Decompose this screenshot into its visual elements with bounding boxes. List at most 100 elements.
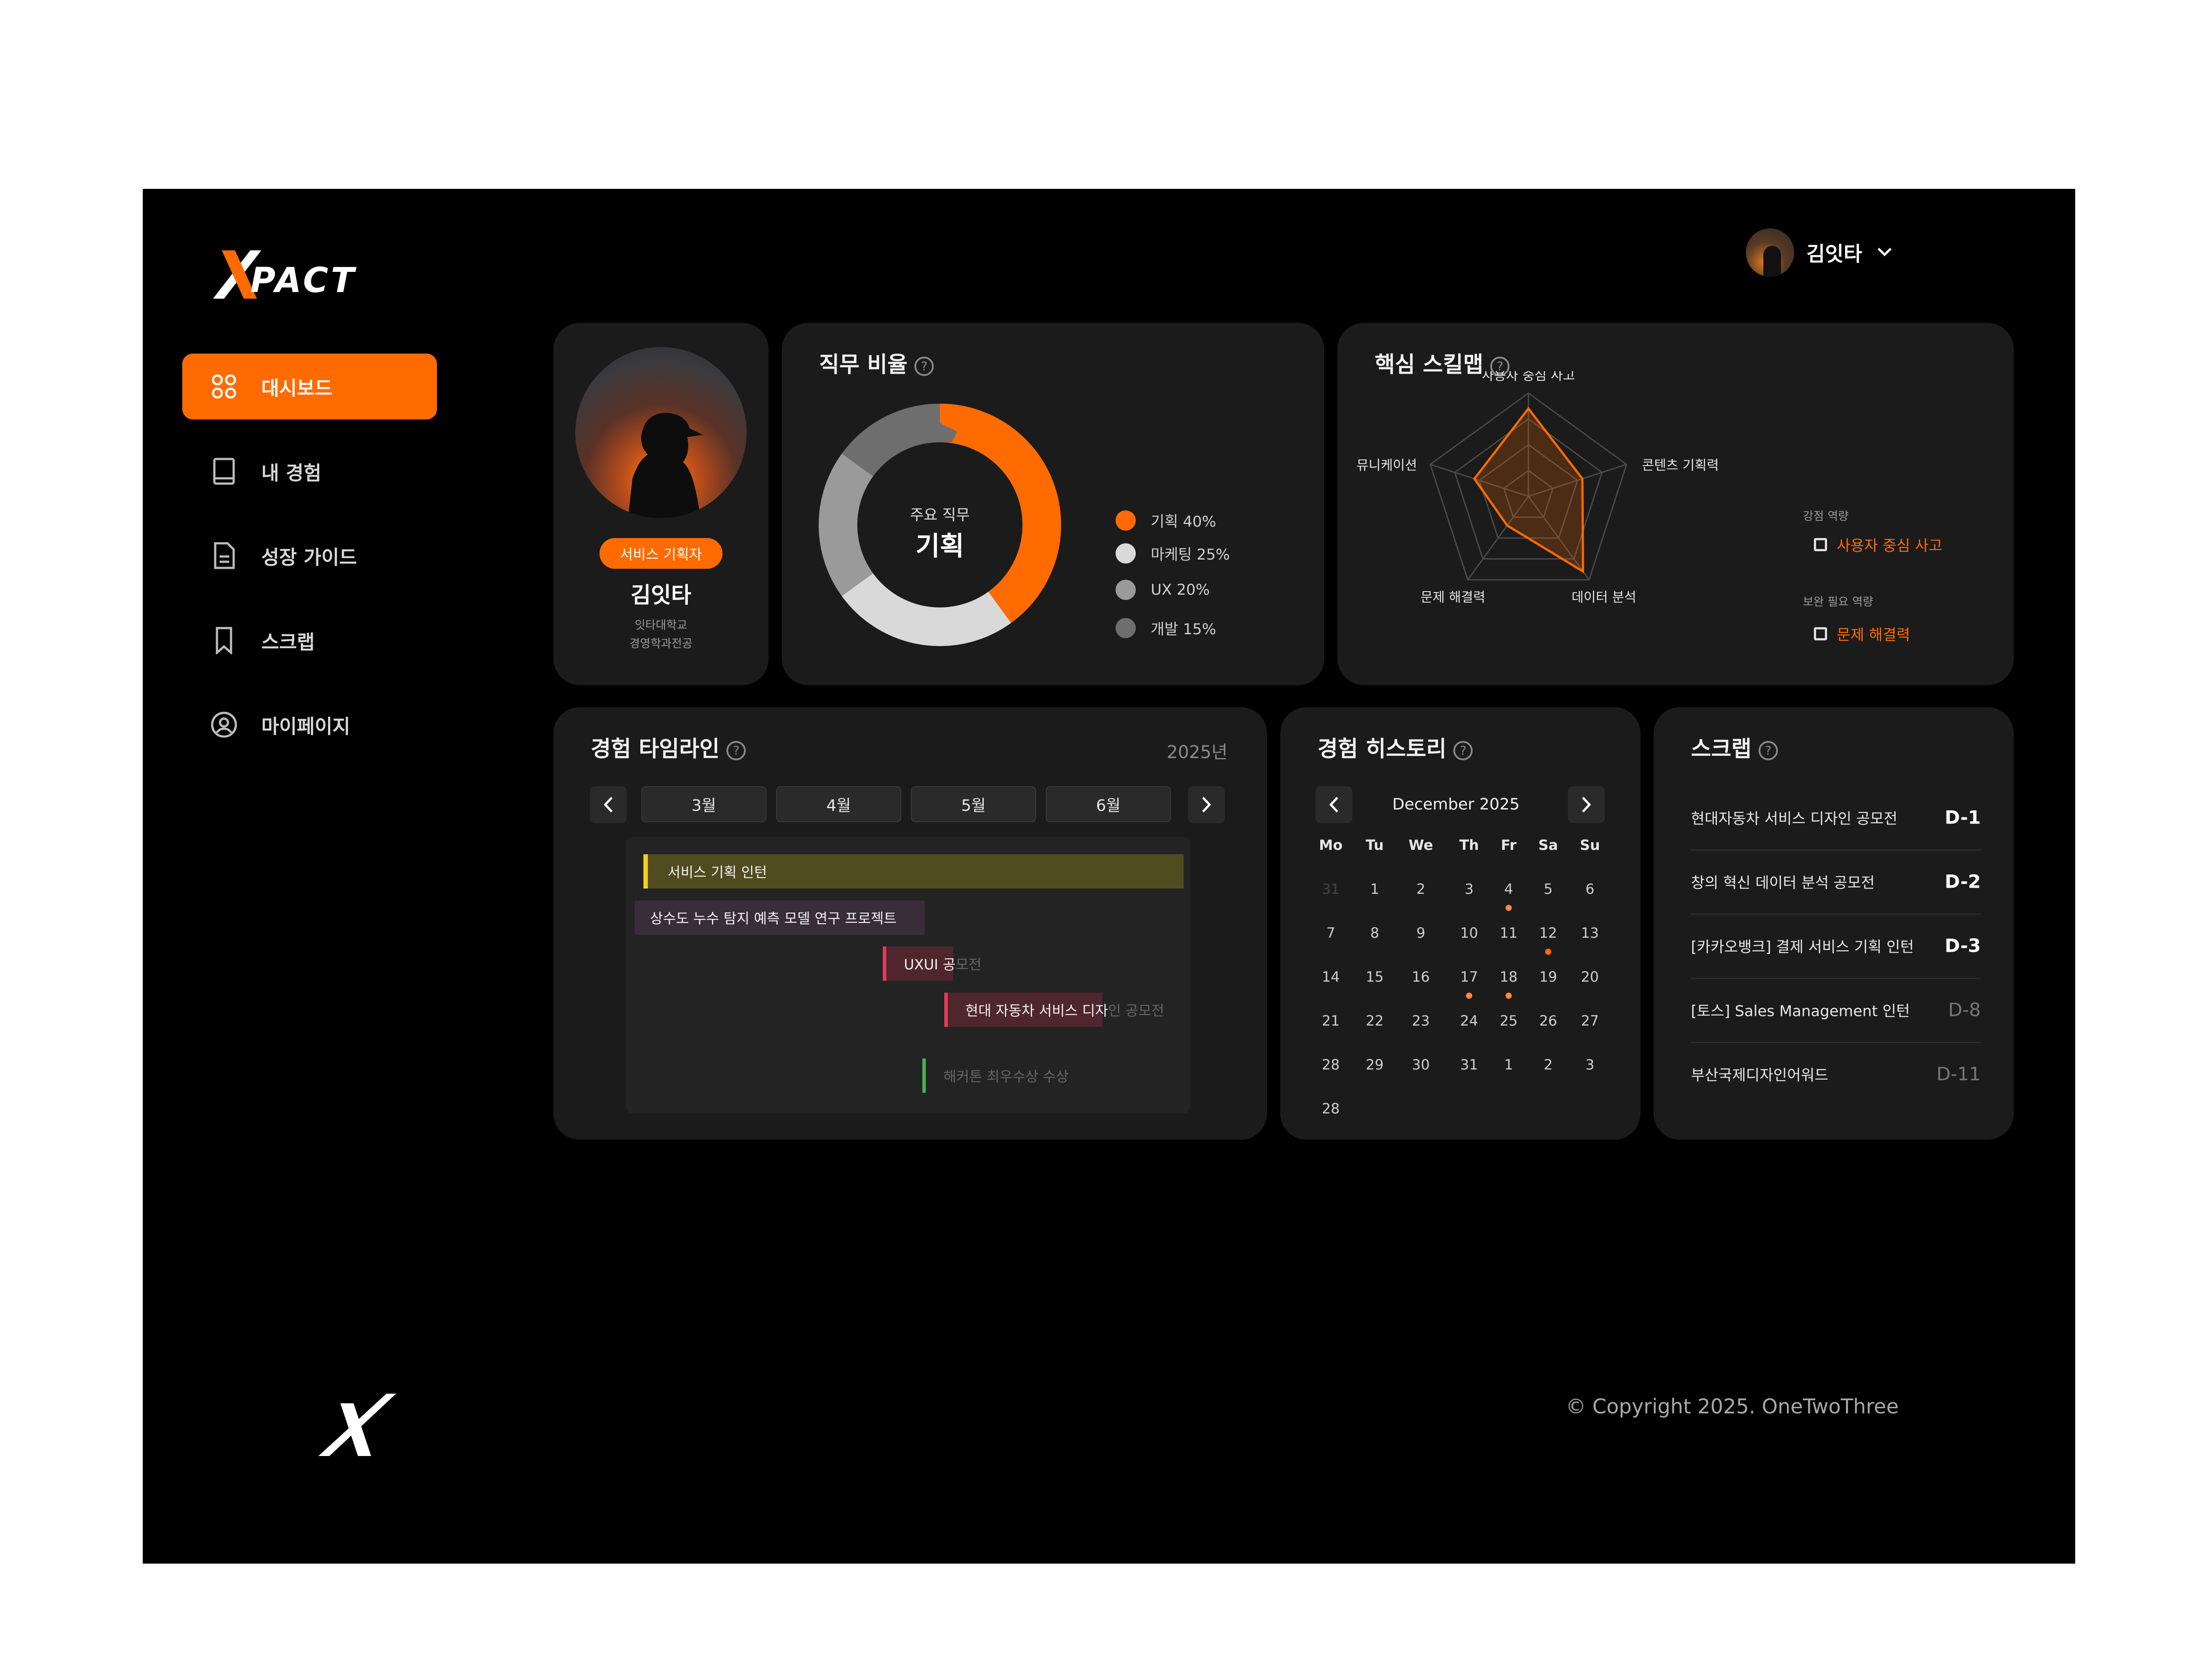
radar-axis <box>1528 496 1590 581</box>
scrap-item[interactable]: [카카오뱅크] 결제 서비스 기획 인턴 D-3 <box>1691 914 1981 979</box>
legend-swatch <box>1116 618 1136 638</box>
calendar-day[interactable]: 13 <box>1581 925 1599 941</box>
calendar-day[interactable]: 16 <box>1412 968 1430 985</box>
month-tab[interactable]: 4월 <box>776 786 901 822</box>
legend-label: 마케팅 25% <box>1151 546 1230 564</box>
calendar-day[interactable]: 25 <box>1499 1012 1518 1029</box>
sidebar-item-my-experience[interactable]: 내 경험 <box>182 438 437 504</box>
event-dot <box>1466 993 1472 999</box>
checkbox-icon <box>1814 627 1827 640</box>
brand-logo[interactable]: XPACT PACT <box>209 246 384 303</box>
calendar-day[interactable]: 5 <box>1543 881 1553 897</box>
help-icon[interactable]: ? <box>914 356 934 376</box>
timeline-bar[interactable]: 현대 자동차 서비스 디자 인 공모전 <box>944 993 1164 1027</box>
donut-slice <box>819 404 1061 646</box>
calendar-day[interactable]: 4 <box>1504 881 1513 897</box>
footer-logo[interactable] <box>316 1390 400 1460</box>
event-dot <box>1545 949 1551 955</box>
timeline-bar[interactable]: 서비스 기획 인턴 <box>643 854 1184 889</box>
calendar-day[interactable]: 11 <box>1499 925 1518 941</box>
strength-label: 강점 역량 <box>1803 510 1849 523</box>
radar-axis-label: 콘텐츠 기획력 <box>1642 458 1719 473</box>
calendar-day[interactable]: 1 <box>1370 881 1380 897</box>
calendar-day[interactable]: 24 <box>1460 1012 1478 1029</box>
calendar-day[interactable]: 2 <box>1416 881 1426 897</box>
scrap-item-dday: D-2 <box>1944 871 1981 892</box>
logo-wordmark: PACT <box>250 261 357 300</box>
avatar <box>1746 228 1794 277</box>
calendar-day[interactable]: 31 <box>1322 881 1340 897</box>
radar-axis <box>1430 463 1529 497</box>
calendar-day[interactable]: 26 <box>1539 1012 1557 1029</box>
prev-month-button[interactable] <box>1315 786 1352 823</box>
calendar-day[interactable]: 3 <box>1585 1056 1595 1073</box>
sidebar-item-scrap[interactable]: 스크랩 <box>182 607 437 673</box>
calendar-day[interactable]: 28 <box>1322 1056 1340 1073</box>
weekday-header: Th <box>1459 837 1479 853</box>
calendar-grid: Mo Tu We Th Fr Sa Su 31 1 2 3 4 5 6 7 8 9 10 11 12 13 14 15 16 1… <box>1280 707 1640 1140</box>
sidebar-item-dashboard[interactable]: 대시보드 <box>182 354 437 419</box>
weekday-header: Mo <box>1319 837 1343 853</box>
user-menu[interactable]: 김잇타 <box>1746 224 1892 281</box>
timeline-card: 경험 타임라인? 2025년 3월 4월 5월 6월 서비스 기획 인턴 상수도… <box>553 707 1267 1140</box>
calendar-day[interactable]: 7 <box>1326 925 1336 941</box>
scrap-item[interactable]: [토스] Sales Management 인턴 D-8 <box>1691 978 1981 1043</box>
scrap-item[interactable]: 창의 혁신 데이터 분석 공모전 D-2 <box>1691 849 1981 915</box>
scrap-item[interactable]: 현대자동차 서비스 디자인 공모전 D-1 <box>1691 785 1981 851</box>
month-tab[interactable]: 3월 <box>641 786 766 822</box>
calendar-day[interactable]: 23 <box>1412 1012 1430 1029</box>
calendar-day[interactable]: 17 <box>1460 968 1478 985</box>
timeline-bar[interactable]: UXUI 공 모전 <box>883 947 982 981</box>
calendar-day[interactable]: 27 <box>1581 1012 1599 1029</box>
calendar-day[interactable]: 19 <box>1539 968 1557 985</box>
prev-button[interactable] <box>590 786 627 823</box>
calendar-day[interactable]: 15 <box>1365 968 1384 985</box>
help-icon[interactable]: ? <box>726 741 746 760</box>
calendar-day[interactable]: 1 <box>1504 1056 1513 1073</box>
month-tab[interactable]: 6월 <box>1046 786 1171 822</box>
calendar-day[interactable]: 22 <box>1365 1012 1384 1029</box>
history-card: 경험 히스토리? December 2025 Mo Tu We Th Fr Sa Su 31 1… <box>1280 707 1640 1140</box>
month-tab[interactable]: 5월 <box>911 786 1036 822</box>
sidebar-item-mypage[interactable]: 마이페이지 <box>182 692 437 758</box>
calendar-day[interactable]: 20 <box>1581 968 1599 985</box>
calendar-day[interactable]: 9 <box>1416 925 1426 941</box>
app-window: XPACT PACT 김잇타 대시보드 내 경험 성 <box>143 189 2075 1564</box>
calendar-day[interactable]: 2 <box>1543 1056 1553 1073</box>
radar-axis <box>1528 463 1627 497</box>
calendar-day[interactable]: 29 <box>1365 1056 1384 1073</box>
calendar-day[interactable]: 21 <box>1322 1012 1340 1029</box>
calendar-day[interactable]: 3 <box>1464 881 1474 897</box>
timeline-milestone[interactable]: 해커톤 최우수상 수상 <box>922 1059 1080 1093</box>
timeline-bar[interactable]: 상수도 누수 탐지 예측 모델 연구 프로젝트 <box>635 900 925 935</box>
help-icon[interactable]: ? <box>1490 356 1510 376</box>
calendar-day[interactable]: 12 <box>1539 925 1557 941</box>
help-icon[interactable]: ? <box>1759 741 1778 760</box>
calendar-day[interactable]: 18 <box>1499 968 1518 985</box>
scrap-item[interactable]: 부산국제디자인어워드 D-11 <box>1691 1042 1981 1106</box>
chevron-down-icon[interactable] <box>1877 247 1892 258</box>
weakness-value: 문제 해결력 <box>1837 626 1911 644</box>
legend-item: 마케팅 25% <box>1116 542 1230 564</box>
weekday-header: Tu <box>1365 837 1384 853</box>
calendar-day[interactable]: 6 <box>1585 881 1595 897</box>
profile-name: 김잇타 <box>631 582 691 608</box>
help-icon[interactable]: ? <box>1453 741 1473 760</box>
card-title: 스크랩 <box>1691 736 1752 762</box>
next-month-button[interactable] <box>1568 786 1605 823</box>
calendar-day[interactable]: 30 <box>1412 1056 1430 1073</box>
calendar-day[interactable]: 10 <box>1460 925 1478 941</box>
next-button[interactable] <box>1188 786 1225 823</box>
event-dot <box>1506 993 1512 999</box>
radar-grid-ring <box>1454 418 1603 560</box>
legend-swatch <box>1116 543 1136 564</box>
calendar-day[interactable]: 28 <box>1322 1100 1340 1117</box>
copyright: © Copyright 2025. OneTwoThree <box>1566 1395 1899 1418</box>
calendar-day[interactable]: 14 <box>1322 968 1340 985</box>
weakness-label: 보완 필요 역량 <box>1803 596 1874 609</box>
sidebar-item-label: 대시보드 <box>261 377 332 400</box>
calendar-day[interactable]: 31 <box>1460 1056 1478 1073</box>
sidebar-item-growth-guide[interactable]: 성장 가이드 <box>182 523 437 589</box>
calendar-day[interactable]: 8 <box>1370 925 1380 941</box>
